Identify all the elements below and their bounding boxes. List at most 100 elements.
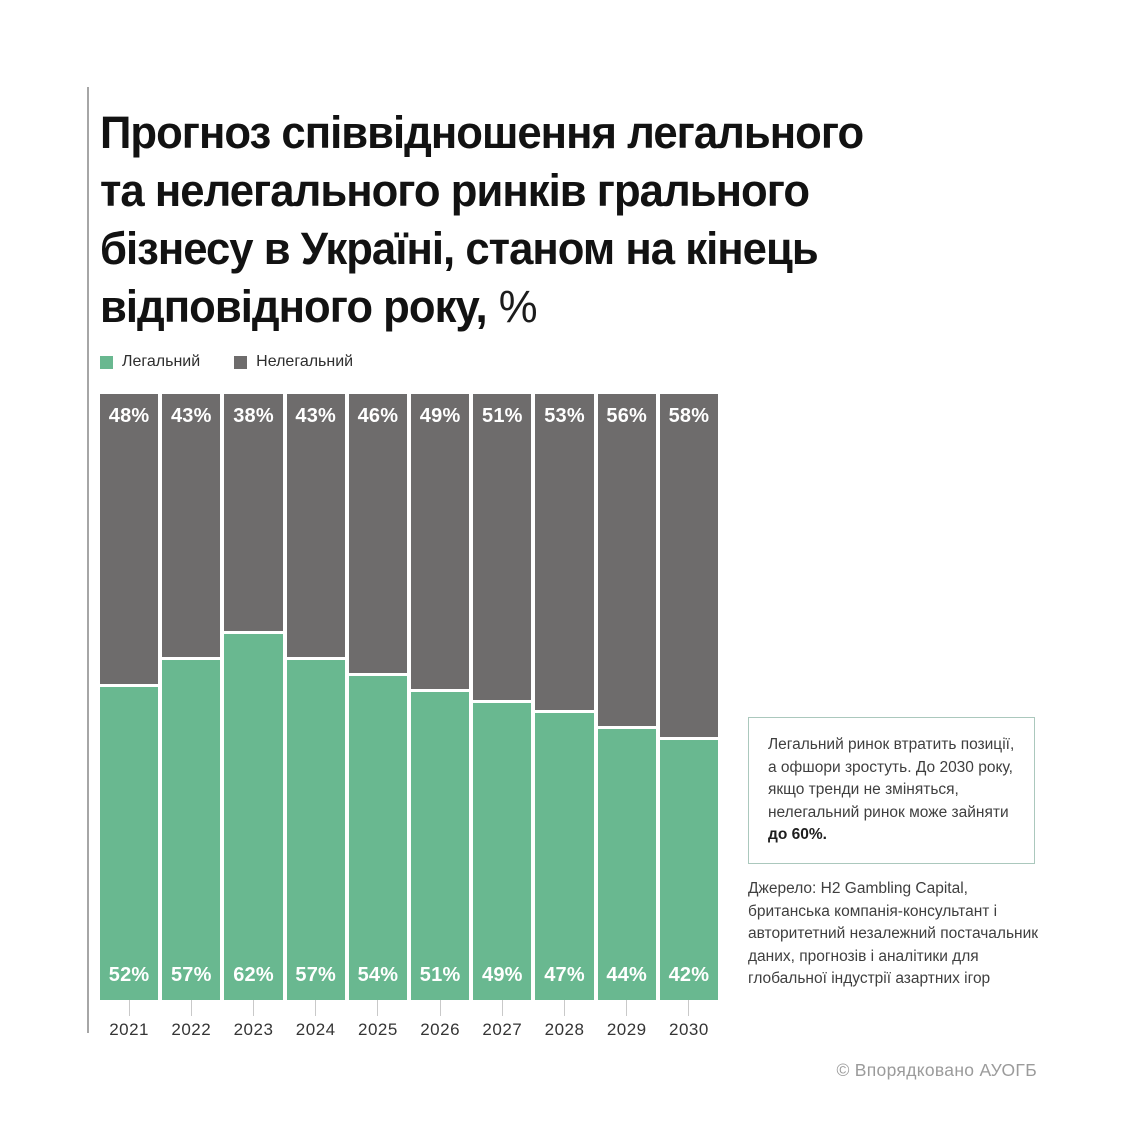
x-axis-tick <box>190 1000 192 1016</box>
title-line: бізнесу в Україні, станом на кінець <box>100 223 819 275</box>
x-axis-label-2025: 2025 <box>358 1020 398 1039</box>
x-axis-cell-2029: 2029 <box>598 1000 656 1040</box>
x-axis-label-2030: 2030 <box>669 1020 709 1039</box>
bar-2030: 58% 42% <box>659 394 719 1000</box>
segment-illegal-2029: 56% <box>597 394 656 727</box>
title-line: Прогноз співвідношення легального <box>100 107 864 159</box>
x-axis-label-2023: 2023 <box>233 1020 274 1039</box>
x-axis-label-2029: 2029 <box>606 1020 647 1039</box>
bar-2025: 46% 54% <box>348 394 408 1000</box>
segment-illegal-2027: 51% <box>473 394 532 700</box>
value-label-illegal-2025: 46% <box>357 405 399 427</box>
bar-2028: 53% 47% <box>535 394 594 1000</box>
x-axis-label-2024: 2024 <box>295 1020 336 1039</box>
segment-illegal-2023: 38% <box>224 394 283 631</box>
title-line: та нелегального ринків грального <box>100 165 810 217</box>
annotation-box: Легальний ринок втратить позиції, а офшо… <box>748 717 1035 864</box>
value-label-legal-2025: 54% <box>357 964 399 986</box>
segment-legal-2030: 42% <box>659 740 719 1000</box>
x-axis-tick <box>564 1000 566 1016</box>
value-label-illegal-2024: 43% <box>295 405 337 427</box>
segment-legal-2022: 57% <box>162 660 221 1000</box>
value-label-legal-2026: 51% <box>419 964 461 986</box>
annotation-text: Легальний ринок втратить позиції, а офшо… <box>768 736 1015 821</box>
value-label-legal-2030: 42% <box>668 964 710 986</box>
x-axis-label-2027: 2027 <box>482 1020 523 1039</box>
segment-legal-2025: 54% <box>348 676 408 1000</box>
legend-swatch-icon <box>234 355 248 369</box>
x-axis-label-2022: 2022 <box>171 1020 212 1039</box>
value-label-illegal-2027: 51% <box>482 405 523 427</box>
value-label-illegal-2021: 48% <box>108 405 150 427</box>
value-label-legal-2023: 62% <box>233 964 274 986</box>
x-axis-label-2028: 2028 <box>544 1020 585 1039</box>
value-label-illegal-2022: 43% <box>170 405 212 427</box>
bar-2022: 43% 57% <box>162 394 221 1000</box>
legend-label: Нелегальний <box>256 353 354 370</box>
segment-legal-2021: 52% <box>100 686 159 1000</box>
x-axis-tick <box>501 1000 503 1016</box>
x-axis-cell-2022: 2022 <box>162 1000 220 1040</box>
segment-legal-2026: 51% <box>411 692 470 1000</box>
bar-2021: 48% 52% <box>100 394 159 1000</box>
bar-2027: 51% 49% <box>473 394 532 1000</box>
segment-legal-2023: 62% <box>224 633 283 1000</box>
value-label-legal-2022: 57% <box>170 964 212 986</box>
bar-2024: 43% 57% <box>286 394 345 1000</box>
segment-illegal-2021: 48% <box>100 394 159 684</box>
source-text: Джерело: H2 Gambling Capital, британська… <box>748 880 1039 987</box>
x-axis-cell-2025: 2025 <box>349 1000 407 1040</box>
left-axis-line <box>87 87 89 1033</box>
value-label-legal-2024: 57% <box>295 964 337 986</box>
x-axis-tick <box>315 1000 317 1016</box>
legend-label: Легальний <box>122 353 201 370</box>
x-axis-cell-2026: 2026 <box>411 1000 469 1040</box>
value-label-legal-2028: 47% <box>544 964 585 986</box>
segment-legal-2027: 49% <box>473 702 532 1000</box>
x-axis: 2021 2022 2023 2024 2025 2026 2027 2028 2029 2030 <box>100 1000 718 1040</box>
legend: Легальний Нелегальний <box>100 353 353 371</box>
segment-legal-2024: 57% <box>286 660 345 1000</box>
value-label-illegal-2030: 58% <box>668 405 710 427</box>
x-axis-cell-2028: 2028 <box>535 1000 593 1040</box>
x-axis-tick <box>626 1000 628 1016</box>
segment-illegal-2026: 49% <box>411 394 470 690</box>
legend-swatch-icon <box>100 355 113 369</box>
value-label-illegal-2026: 49% <box>419 405 461 427</box>
segment-legal-2028: 47% <box>535 713 594 1000</box>
stacked-bar-chart: 48% 52% 43% 57% 38% 62% 43% 57% 46% 54% 49% 51% 51% 4… <box>100 394 719 1000</box>
legend-item-Легальний: Легальний <box>100 353 200 371</box>
value-label-illegal-2023: 38% <box>233 405 274 427</box>
value-label-illegal-2028: 53% <box>544 405 585 427</box>
x-axis-tick <box>377 1000 379 1016</box>
bar-2029: 56% 44% <box>597 394 656 1000</box>
legend-item-Нелегальний: Нелегальний <box>234 353 353 371</box>
segment-illegal-2028: 53% <box>535 394 594 711</box>
copyright-footer: © Впорядковано АУОГБ <box>836 1060 1037 1080</box>
x-axis-tick <box>253 1000 254 1016</box>
x-axis-tick <box>688 1000 690 1016</box>
x-axis-cell-2027: 2027 <box>473 1000 531 1040</box>
x-axis-cell-2030: 2030 <box>660 1000 718 1040</box>
x-axis-tick <box>439 1000 441 1016</box>
value-label-legal-2021: 52% <box>108 964 150 986</box>
page-title: Прогноз співвідношення легального та неле… <box>100 104 1012 336</box>
x-axis-cell-2023: 2023 <box>224 1000 282 1040</box>
segment-legal-2029: 44% <box>597 729 656 1000</box>
segment-illegal-2024: 43% <box>286 394 345 658</box>
segment-illegal-2022: 43% <box>162 394 221 658</box>
x-axis-cell-2024: 2024 <box>287 1000 345 1040</box>
bar-2023: 38% 62% <box>224 394 283 1000</box>
title-percent-suffix: % <box>486 281 538 333</box>
x-axis-cell-2021: 2021 <box>100 1000 158 1040</box>
title-line: відповідного року, % <box>100 281 538 333</box>
value-label-legal-2027: 49% <box>482 964 523 986</box>
annotation-bold-text: до 60%. <box>768 826 827 843</box>
x-axis-label-2021: 2021 <box>109 1020 150 1039</box>
bar-2026: 49% 51% <box>411 394 470 1000</box>
x-axis-label-2026: 2026 <box>420 1020 461 1039</box>
segment-illegal-2025: 46% <box>348 394 408 674</box>
value-label-legal-2029: 44% <box>606 964 648 986</box>
x-axis-tick <box>128 1000 130 1016</box>
segment-illegal-2030: 58% <box>659 394 719 738</box>
